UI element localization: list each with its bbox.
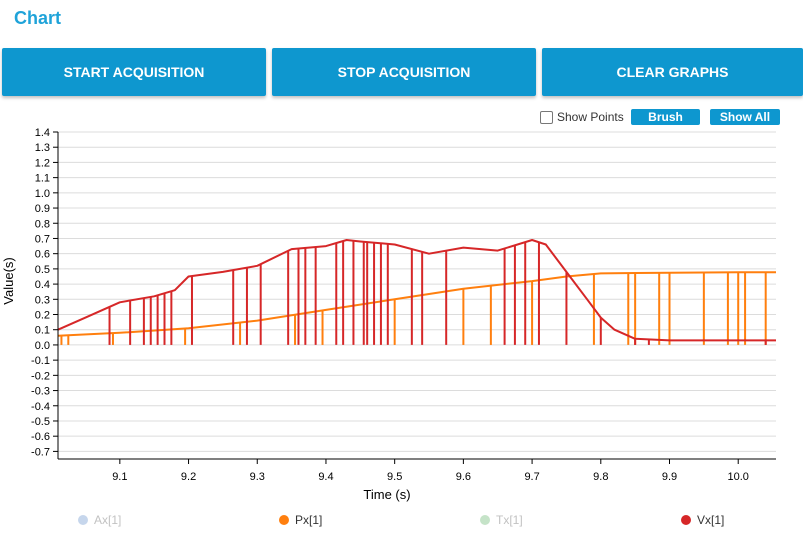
start-acquisition-button[interactable]: START ACQUISITION [2,48,266,96]
y-tick-label: -0.1 [31,355,50,367]
legend-px-label: Px[1] [295,513,323,527]
y-tick-label: 1.4 [35,127,50,139]
y-tick-label: 0.0 [35,340,50,352]
legend-px-marker [279,515,289,525]
y-tick-label: -0.4 [31,401,50,413]
y-tick-label: -0.5 [31,416,50,428]
x-tick-label: 9.4 [318,471,333,483]
y-tick-label: -0.6 [31,431,50,443]
chart-grid [58,131,776,452]
y-tick-label: 0.1 [35,325,50,337]
y-tick-label: -0.3 [31,386,50,398]
line-chart[interactable]: 1.4 1.3 1.2 1.1 1.0 0.9 0.8 0.7 0.6 0.5 0.4 0.3 0.2 0… [0,118,803,518]
y-tick-label: 0.2 [35,310,50,322]
stop-acquisition-button[interactable]: STOP ACQUISITION [272,48,536,96]
legend-tx-marker [480,515,490,525]
y-tick-label: 1.1 [35,173,50,185]
show-all-button[interactable]: Show All [710,109,780,125]
show-points-checkbox[interactable] [540,110,553,124]
show-points-label: Show Points [557,110,624,124]
y-tick-label: 1.3 [35,142,50,154]
legend-item-ax[interactable]: Ax[1] [78,513,121,527]
chart-toolbar: Show Points Brush Show All [0,109,803,127]
y-tick-label: 0.7 [35,233,50,245]
legend-ax-marker [78,515,88,525]
legend-vx-marker [681,515,691,525]
x-tick-label: 9.3 [250,471,265,483]
legend-item-tx[interactable]: Tx[1] [480,513,523,527]
legend-item-px[interactable]: Px[1] [279,513,322,527]
series-layer [57,239,776,345]
page-title: Chart [14,8,62,28]
x-tick-label: 9.8 [593,471,608,483]
y-tick-label: 0.3 [35,294,50,306]
x-tick-label: 9.6 [456,471,471,483]
x-tick-label: 9.7 [524,471,539,483]
control-buttons: START ACQUISITION STOP ACQUISITION CLEAR… [0,48,803,96]
y-tick-label: 0.9 [35,203,50,215]
legend-ax-label: Ax[1] [94,513,122,527]
y-tick-label: 1.0 [35,188,50,200]
y-axis-label: Value(s) [1,257,16,304]
y-tick-label: -0.2 [31,370,50,382]
x-tick-label: 9.9 [662,471,677,483]
chart-legend: Ax[1] Px[1] Tx[1] Vx[1] [0,513,803,531]
y-tick-label: 0.4 [35,279,50,291]
show-points-toggle[interactable]: Show Points [540,110,624,124]
y-tick-label: 0.5 [35,264,50,276]
series-line-px1 [57,271,776,337]
brush-button[interactable]: Brush [631,109,700,125]
y-tick-label: -0.7 [31,446,50,458]
y-tick-label: 1.2 [35,157,50,169]
legend-item-vx[interactable]: Vx[1] [681,513,724,527]
x-tick-label: 9.2 [181,471,196,483]
x-axis-label: Time (s) [363,487,410,502]
y-tick-label: 0.8 [35,218,50,230]
x-tick-label: 9.5 [387,471,402,483]
x-tick-label: 9.1 [112,471,127,483]
x-tick-label: 10.0 [727,471,748,483]
clear-graphs-button[interactable]: CLEAR GRAPHS [542,48,803,96]
chart-axes: 1.4 1.3 1.2 1.1 1.0 0.9 0.8 0.7 0.6 0.5 0.4 0.3 0.2 0… [31,127,776,483]
legend-tx-label: Tx[1] [496,513,523,527]
y-tick-label: 0.6 [35,249,50,261]
legend-vx-label: Vx[1] [697,513,725,527]
series-line-vx1 [57,239,776,342]
